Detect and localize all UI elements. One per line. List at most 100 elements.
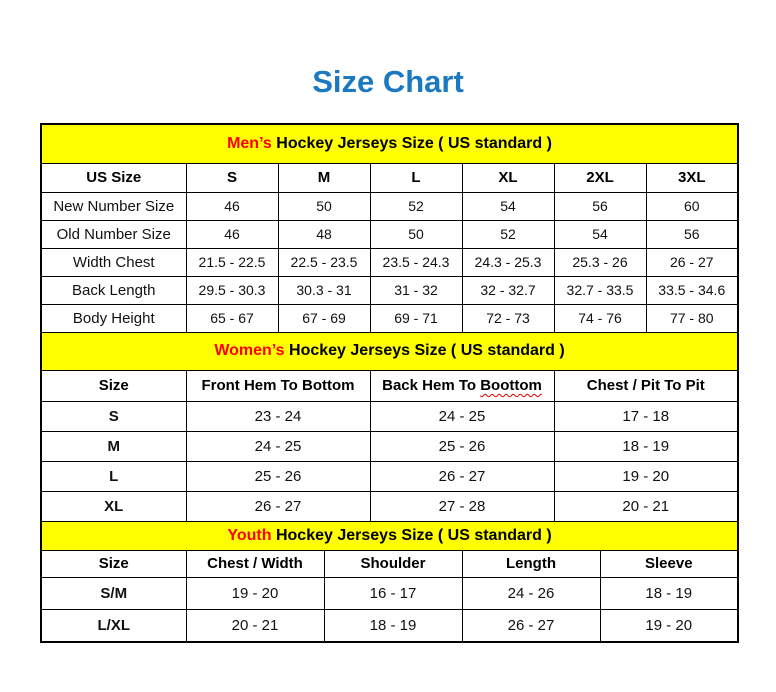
table-row: L 25 - 26 26 - 27 19 - 20 <box>40 461 739 492</box>
mens-band-text: Hockey Jerseys Size ( US standard ) <box>271 134 552 152</box>
table-row: Width Chest 21.5 - 22.5 22.5 - 23.5 23.5 - … <box>40 248 739 277</box>
cell-value: 20 - 21 <box>553 491 739 522</box>
cell-value: 19 - 20 <box>599 609 739 643</box>
cell-value: 26 - 27 <box>645 248 739 277</box>
cell-value: 65 - 67 <box>185 304 279 333</box>
cell-value: 54 <box>553 220 647 249</box>
row-label: Body Height <box>40 304 187 333</box>
table-row: M 24 - 25 25 - 26 18 - 19 <box>40 431 739 462</box>
cell-value: 46 <box>185 192 279 221</box>
table-row: XL 26 - 27 27 - 28 20 - 21 <box>40 491 739 522</box>
column-header: US Size <box>40 163 187 193</box>
page-title: Size Chart <box>312 64 464 99</box>
mens-band-title: Men’s Hockey Jerseys Size ( US standard … <box>40 123 739 164</box>
column-header: S <box>185 163 279 193</box>
cell-value: 24 - 25 <box>185 431 371 462</box>
table-row: Old Number Size 46 48 50 52 54 56 <box>40 220 739 249</box>
size-chart-table-body: Men’s Hockey Jerseys Size ( US standard … <box>40 123 739 643</box>
cell-value: 18 - 19 <box>323 609 463 643</box>
table-row: New Number Size 46 50 52 54 56 60 <box>40 192 739 221</box>
cell-value: 50 <box>369 220 463 249</box>
cell-value: 72 - 73 <box>461 304 555 333</box>
cell-value: 29.5 - 30.3 <box>185 276 279 305</box>
youth-header-row: Size Chest / Width Shoulder Length Sleeve <box>40 550 739 578</box>
column-header: Sleeve <box>599 550 739 578</box>
cell-value: 33.5 - 34.6 <box>645 276 739 305</box>
table-row: Back Length 29.5 - 30.3 30.3 - 31 31 - 32 32… <box>40 276 739 305</box>
table-row: L/XL 20 - 21 18 - 19 26 - 27 19 - 20 <box>40 609 739 643</box>
cell-value: 26 - 27 <box>369 461 555 492</box>
column-header: M <box>277 163 371 193</box>
cell-value: 18 - 19 <box>599 577 739 610</box>
column-header: Size <box>40 370 187 402</box>
cell-value: 50 <box>277 192 371 221</box>
youth-section-band: Youth Hockey Jerseys Size ( US standard … <box>40 521 739 551</box>
column-header: 2XL <box>553 163 647 193</box>
cell-value: 27 - 28 <box>369 491 555 522</box>
mens-band-highlight: Men’s <box>227 134 272 152</box>
row-label: M <box>40 431 187 462</box>
cell-value: 21.5 - 22.5 <box>185 248 279 277</box>
cell-value: 26 - 27 <box>185 491 371 522</box>
column-header: 3XL <box>645 163 739 193</box>
column-header: L <box>369 163 463 193</box>
womens-band-title: Women’s Hockey Jerseys Size ( US standar… <box>40 332 739 371</box>
cell-value: 52 <box>461 220 555 249</box>
table-row: S 23 - 24 24 - 25 17 - 18 <box>40 401 739 432</box>
cell-value: 46 <box>185 220 279 249</box>
row-label: Width Chest <box>40 248 187 277</box>
size-chart-table: Men’s Hockey Jerseys Size ( US standard … <box>40 123 740 643</box>
cell-value: 31 - 32 <box>369 276 463 305</box>
cell-value: 77 - 80 <box>645 304 739 333</box>
womens-header-row: Size Front Hem To Bottom Back Hem To Boott… <box>40 370 739 402</box>
cell-value: 32 - 32.7 <box>461 276 555 305</box>
cell-value: 25 - 26 <box>369 431 555 462</box>
column-header: Size <box>40 550 187 578</box>
cell-value: 60 <box>645 192 739 221</box>
row-label: New Number Size <box>40 192 187 221</box>
misspelled-word: Boottom <box>480 377 542 395</box>
cell-value: 25.3 - 26 <box>553 248 647 277</box>
cell-value: 25 - 26 <box>185 461 371 492</box>
table-row: S/M 19 - 20 16 - 17 24 - 26 18 - 19 <box>40 577 739 610</box>
cell-value: 16 - 17 <box>323 577 463 610</box>
cell-value: 23.5 - 24.3 <box>369 248 463 277</box>
cell-value: 19 - 20 <box>185 577 325 610</box>
column-header: Shoulder <box>323 550 463 578</box>
cell-value: 67 - 69 <box>277 304 371 333</box>
column-header: Back Hem To Boottom <box>369 370 555 402</box>
youth-band-highlight: Youth <box>227 526 272 544</box>
row-label: S <box>40 401 187 432</box>
cell-value: 32.7 - 33.5 <box>553 276 647 305</box>
cell-value: 56 <box>553 192 647 221</box>
cell-value: 54 <box>461 192 555 221</box>
column-header: Chest / Pit To Pit <box>553 370 739 402</box>
row-label: L/XL <box>40 609 187 643</box>
cell-value: 74 - 76 <box>553 304 647 333</box>
cell-value: 20 - 21 <box>185 609 325 643</box>
row-label: Old Number Size <box>40 220 187 249</box>
row-label: S/M <box>40 577 187 610</box>
cell-value: 22.5 - 23.5 <box>277 248 371 277</box>
table-row: Body Height 65 - 67 67 - 69 69 - 71 72 - 73 7… <box>40 304 739 333</box>
womens-band-text: Hockey Jerseys Size ( US standard ) <box>284 342 565 360</box>
row-label: L <box>40 461 187 492</box>
column-header: XL <box>461 163 555 193</box>
mens-section-band: Men’s Hockey Jerseys Size ( US standard … <box>40 123 739 164</box>
womens-section-band: Women’s Hockey Jerseys Size ( US standar… <box>40 332 739 371</box>
youth-band-text: Hockey Jerseys Size ( US standard ) <box>271 526 552 544</box>
mens-header-row: US Size S M L XL 2XL 3XL <box>40 163 739 193</box>
column-header-text: Back Hem To <box>382 377 481 395</box>
cell-value: 56 <box>645 220 739 249</box>
column-header: Length <box>461 550 601 578</box>
womens-band-highlight: Women’s <box>214 342 285 360</box>
cell-value: 24 - 26 <box>461 577 601 610</box>
cell-value: 30.3 - 31 <box>277 276 371 305</box>
column-header: Chest / Width <box>185 550 325 578</box>
cell-value: 26 - 27 <box>461 609 601 643</box>
cell-value: 24 - 25 <box>369 401 555 432</box>
row-label: XL <box>40 491 187 522</box>
cell-value: 19 - 20 <box>553 461 739 492</box>
cell-value: 69 - 71 <box>369 304 463 333</box>
cell-value: 17 - 18 <box>553 401 739 432</box>
